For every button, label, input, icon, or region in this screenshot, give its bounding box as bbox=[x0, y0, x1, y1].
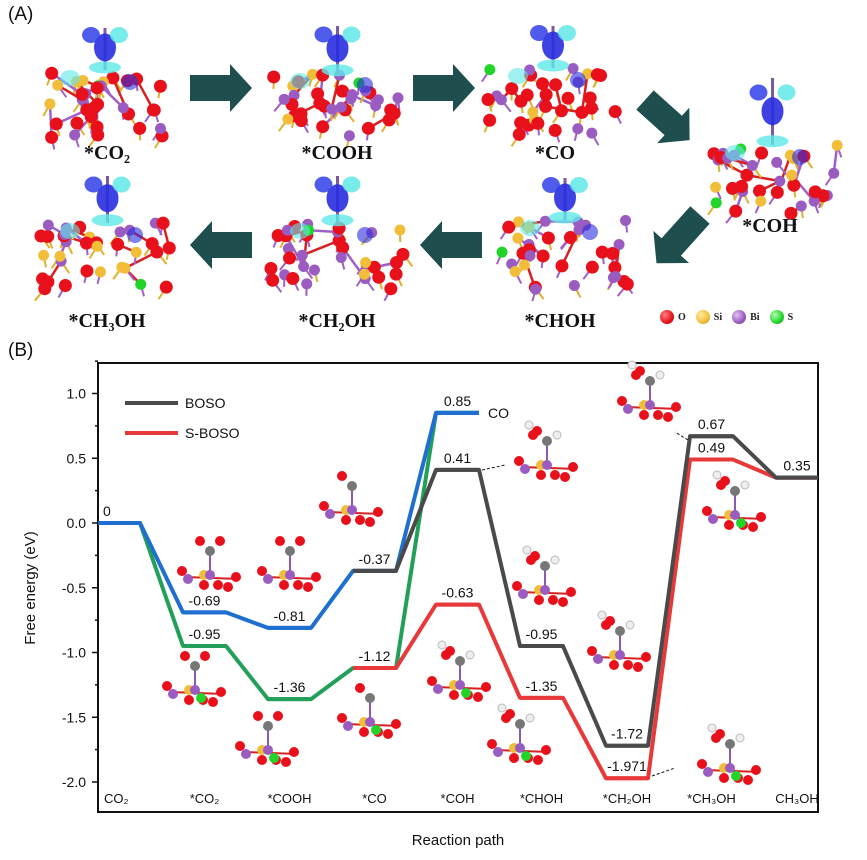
legend-label-si: Si bbox=[713, 311, 723, 323]
y-tick-label: 1.0 bbox=[67, 386, 87, 402]
y-tick-label: 0.5 bbox=[67, 450, 87, 466]
panel-a-tag: (A) bbox=[8, 4, 34, 25]
structure-co2 bbox=[42, 27, 169, 150]
x-tick-label: *CH₂OH bbox=[603, 791, 651, 806]
pointer-arrow-icon bbox=[674, 431, 689, 441]
data-label: -0.63 bbox=[442, 585, 474, 601]
structure-co bbox=[481, 25, 622, 147]
adsorbate-image-ch2oh-s-boso bbox=[697, 723, 761, 785]
oxygen-swatch bbox=[660, 310, 674, 324]
structure-cooh bbox=[267, 26, 404, 148]
structure-label-coh: *COH bbox=[742, 215, 798, 237]
adsorbate-image-ch3oh-boso bbox=[617, 360, 681, 422]
adsorbate-image-co-boso bbox=[319, 471, 383, 527]
panel-a-structures bbox=[34, 25, 843, 302]
adsorbate-image-cooh-s-boso bbox=[235, 711, 299, 767]
x-tick-label: CH₃OH bbox=[775, 791, 819, 806]
x-axis-label: Reaction path bbox=[412, 832, 505, 849]
data-label: -0.81 bbox=[274, 608, 306, 624]
data-label: 0.41 bbox=[444, 450, 471, 466]
data-label: -0.95 bbox=[526, 626, 558, 642]
bismuth-swatch bbox=[732, 310, 747, 324]
x-tick-label: *CHOH bbox=[520, 791, 563, 806]
data-label: -0.95 bbox=[189, 626, 221, 642]
x-tick-label: *CO bbox=[362, 791, 387, 806]
co-product-label: CO bbox=[488, 405, 509, 421]
adsorbate-image-coh-s-boso bbox=[427, 640, 491, 702]
arrow-right-icon bbox=[413, 64, 475, 112]
data-label: 0.85 bbox=[444, 393, 471, 409]
adsorbate-image-coh-boso bbox=[514, 420, 578, 482]
x-tick-label: CO₂ bbox=[104, 791, 129, 806]
structure-label-co2: *CO₂ bbox=[84, 142, 130, 164]
legend-label-bi: Bi bbox=[750, 311, 760, 323]
arrow-right-icon bbox=[190, 64, 252, 112]
data-label: -0.37 bbox=[359, 551, 391, 567]
arrow-left-icon bbox=[420, 221, 482, 269]
pointer-arrow-icon bbox=[481, 464, 506, 471]
adsorbate-image-cooh-boso bbox=[257, 536, 321, 592]
data-label: -0.69 bbox=[189, 592, 221, 608]
y-axis-label: Free energy (eV) bbox=[22, 531, 39, 644]
data-label: 0.49 bbox=[698, 440, 725, 456]
y-tick-label: -1.0 bbox=[62, 645, 86, 661]
free-energy-chart: 1.0 0.5 0.0 -0.5 -1.0 -1.5 -2.0 CO₂ *CO₂ *COOH *CO… bbox=[22, 360, 819, 849]
panel-b-tag: (B) bbox=[8, 340, 34, 361]
series-line-boso bbox=[353, 434, 818, 748]
y-tick-label: -0.5 bbox=[62, 580, 86, 596]
legend-label-s: S bbox=[787, 311, 794, 323]
structure-label-ch3oh: *CH₃OH bbox=[68, 310, 146, 332]
arrow-down-right-icon bbox=[636, 90, 690, 144]
legend-label-o: O bbox=[678, 311, 686, 323]
structure-label-ch2oh: *CH₂OH bbox=[298, 310, 376, 332]
structure-ch3oh bbox=[34, 176, 176, 302]
structure-choh bbox=[495, 177, 634, 302]
arrow-down-left-icon bbox=[653, 206, 710, 264]
structure-label-co: *CO bbox=[535, 142, 575, 164]
data-label: -1.971 bbox=[607, 758, 647, 774]
structure-ch2oh bbox=[264, 176, 414, 302]
legend-label-s-boso: S-BOSO bbox=[185, 425, 240, 441]
data-label: -1.35 bbox=[526, 678, 558, 694]
data-label: 0 bbox=[103, 503, 111, 519]
pointer-arrow-icon bbox=[651, 767, 676, 777]
arrow-left-icon bbox=[190, 221, 252, 269]
structure-coh bbox=[707, 78, 843, 226]
series-line-s-boso bbox=[353, 457, 818, 781]
data-label: 0.67 bbox=[698, 416, 725, 432]
series-line-blue bbox=[98, 410, 479, 630]
data-label: -1.72 bbox=[611, 726, 643, 742]
y-tick-label: 0.0 bbox=[67, 515, 87, 531]
adsorbate-image-ch2oh-boso bbox=[587, 610, 651, 672]
x-tick-label: *CO₂ bbox=[190, 791, 220, 806]
legend: BOSO S-BOSO bbox=[125, 395, 240, 441]
x-tick-label: *CH₃OH bbox=[687, 791, 736, 806]
data-label: 0.35 bbox=[783, 458, 810, 474]
y-tick-label: -2.0 bbox=[62, 774, 86, 790]
data-label: -1.36 bbox=[274, 679, 306, 695]
adsorbate-image-co2-s-boso bbox=[162, 651, 226, 707]
structure-label-choh: *CHOH bbox=[524, 310, 596, 332]
adsorbate-image-choh-boso bbox=[512, 545, 576, 607]
adsorbate-image-choh-s-boso bbox=[487, 703, 551, 765]
silicon-swatch bbox=[695, 310, 710, 324]
adsorbate-image-ch3oh-s-boso bbox=[702, 470, 766, 532]
sulfur-swatch bbox=[769, 310, 784, 324]
adsorbate-image-co-s-boso bbox=[337, 683, 401, 739]
legend-label-boso: BOSO bbox=[185, 395, 226, 411]
structure-label-cooh: *COOH bbox=[301, 142, 373, 164]
adsorbate-image-co2-boso bbox=[177, 536, 241, 592]
atom-legend: O Si Bi S bbox=[660, 310, 793, 324]
data-label: -1.12 bbox=[359, 648, 391, 664]
x-tick-label: *COH bbox=[441, 791, 475, 806]
x-tick-label: *COOH bbox=[267, 791, 311, 806]
y-tick-label: -1.5 bbox=[62, 709, 86, 725]
